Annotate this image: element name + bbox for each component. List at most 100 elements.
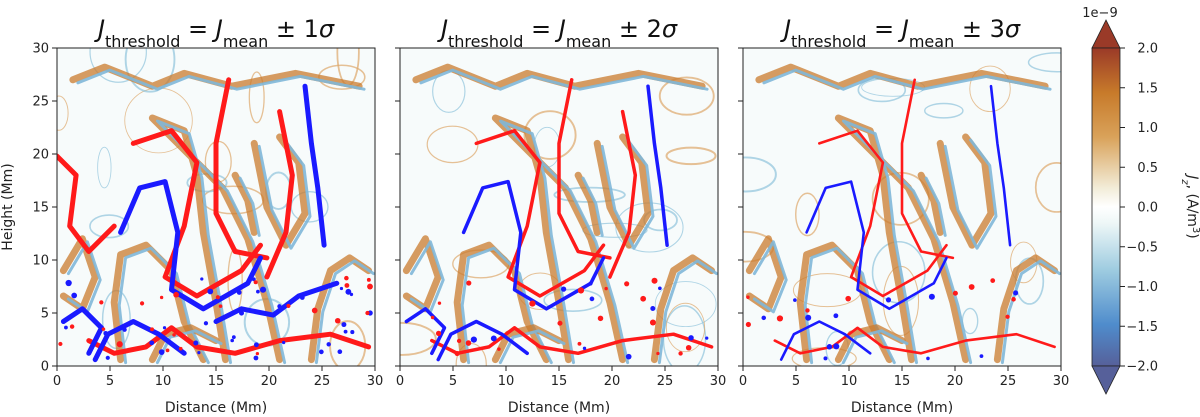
current-density-field [743,52,1061,366]
threshold-point [339,286,344,291]
colorbar-tick-label: −2.0 [1126,360,1158,375]
field-swirl [57,95,69,131]
threshold-point [597,315,604,322]
field-stroke-negative [752,240,788,314]
threshold-point [286,303,291,309]
field-stroke-negative [581,176,604,237]
threshold-point [299,295,305,300]
colorbar-tick-label: 1.5 [1137,81,1158,96]
x-tick-label: 5 [449,374,457,389]
threshold-point [529,300,536,307]
panel-title: Jthreshold = Jmean ± 2σ [437,15,678,51]
threshold-point [656,351,660,356]
field-stroke-positive [231,171,258,236]
colorbar-label: Jz, (A/m3) [1180,172,1200,239]
threshold-point [218,304,223,308]
threshold-point [65,279,72,287]
threshold-point [207,288,214,295]
threshold-contour-negative [805,180,948,311]
field-swirl [665,302,706,353]
threshold-point [577,341,582,346]
panel-title: Jthreshold = Jmean ± 1σ [94,15,335,51]
threshold-point [685,344,692,351]
threshold-point [116,341,123,348]
field-stroke-negative [498,329,566,365]
threshold-point [158,349,165,355]
y-axis-label: Height (Mm) [0,163,16,250]
threshold-point [761,315,767,321]
threshold-point [343,329,348,334]
threshold-point [651,277,658,284]
threshold-point [334,317,341,324]
x-tick-label: 10 [498,374,515,389]
field-stroke-positive [936,133,995,249]
field-stroke-negative [460,246,553,365]
threshold-contour-negative [302,83,327,248]
field-swirl [124,48,176,93]
threshold-point [577,287,585,294]
threshold-point [624,281,630,287]
threshold-point [69,324,75,329]
threshold-point [103,331,109,336]
threshold-point [105,355,110,360]
threshold-point [122,327,127,332]
x-tick-label: 20 [947,374,964,389]
y-tick-label: 0 [41,360,49,375]
field-swirl [523,110,577,160]
field-stroke-positive [412,63,706,90]
threshold-point [490,335,497,342]
threshold-point [178,346,183,351]
x-tick-label: 30 [367,374,384,389]
threshold-point [745,321,751,328]
threshold-point [658,286,662,291]
x-tick-label: 10 [841,374,858,389]
threshold-point [253,342,259,348]
field-swirl [665,146,717,166]
field-stroke-negative [762,68,1052,91]
threshold-point [826,344,833,350]
colorbar-label-end: ) [1184,233,1200,238]
colorbar-bar [1091,47,1121,367]
threshold-point [454,351,460,357]
field-stroke-positive [110,241,207,364]
threshold-point [344,275,349,281]
threshold-contour-positive [557,78,612,260]
field-stroke-negative [803,246,896,365]
threshold-point [793,298,797,302]
colorbar-bottom-extend [1091,365,1121,395]
field-stroke-negative [924,176,947,237]
threshold-contour-negative [436,319,529,362]
current-density-field [400,63,718,366]
field-swirl [455,342,487,366]
threshold-point [968,284,975,290]
threshold-point [230,338,234,343]
threshold-point [365,310,370,316]
field-stroke-negative [657,259,718,365]
colorbar-label-main: J [1184,172,1200,179]
threshold-contour-positive [57,153,117,254]
field-stroke-positive [917,171,944,236]
colorbar-tick-label: 0.5 [1137,161,1158,176]
threshold-point [885,297,892,303]
colorbar-tick-label: 1.0 [1137,121,1158,136]
threshold-point [833,343,840,350]
threshold-point [557,320,563,326]
threshold-point [344,283,350,288]
threshold-point [367,283,373,290]
field-swirl [400,321,437,356]
field-swirl [658,76,715,116]
x-axis-label: Distance (Mm) [508,400,610,416]
field-stroke-negative [314,259,375,365]
x-tick-label: 0 [396,374,404,389]
field-stroke-negative [419,68,709,91]
threshold-contour-negative [461,179,606,311]
field-swirl [543,288,603,312]
field-swirl [1027,52,1061,73]
threshold-point [256,289,260,294]
colorbar: 1e−9 2.0 1.5 1.0 0.5 0.0 −0.5 −1.0 −1.5 −2.0 Jz,… [1082,6,1200,395]
colorbar-label-sup: 3 [1191,227,1200,233]
field-stroke-positive [593,133,652,249]
threshold-point [162,326,167,330]
threshold-point [805,308,810,313]
